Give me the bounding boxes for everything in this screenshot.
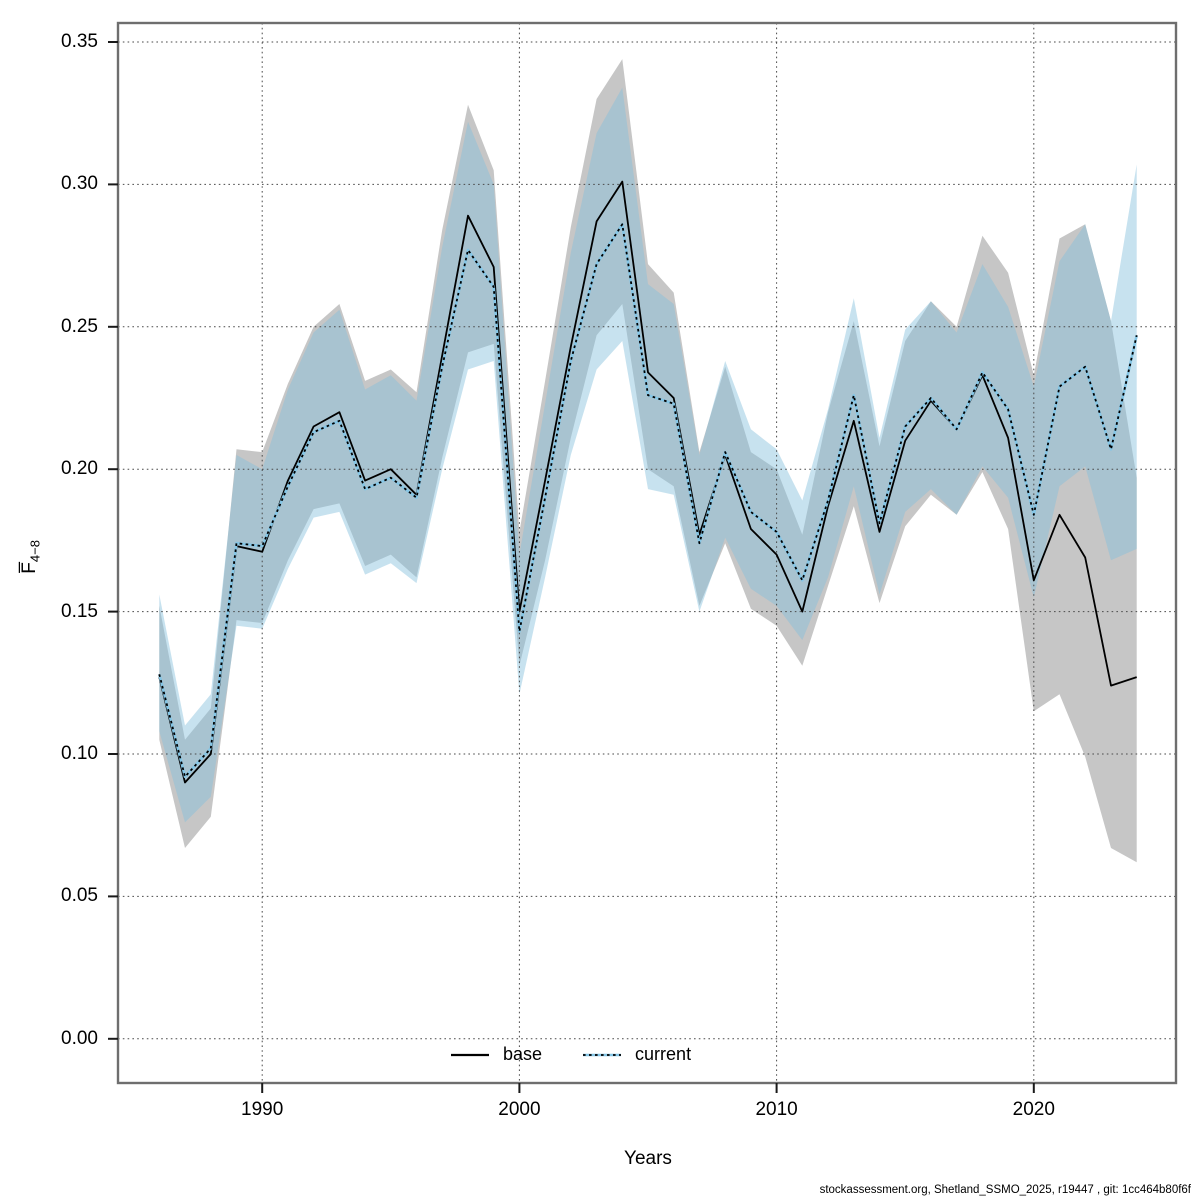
x-tick-label: 2020 <box>1012 1099 1055 1120</box>
legend-item-current: current <box>582 1044 691 1065</box>
current-median-line <box>158 223 1138 778</box>
y-axis-title-subscript: 4−8 <box>27 540 43 563</box>
y-tick-label: 0.20 <box>61 458 98 480</box>
base-confidence-band <box>159 59 1137 863</box>
legend-item-base: base <box>450 1044 542 1065</box>
y-tick-label: 0.35 <box>61 31 98 52</box>
current-line-sample-icon <box>583 1053 622 1056</box>
current-confidence-band <box>159 87 1137 823</box>
base-line-sample-icon <box>451 1053 489 1056</box>
y-axis-title: F̅4−8 <box>19 540 43 574</box>
chart-legend: base current <box>450 1044 691 1065</box>
y-tick-label: 0.10 <box>61 743 98 764</box>
footer-credit: stockassessment.org, Shetland_SSMO_2025,… <box>819 1184 1191 1196</box>
x-axis-title: Years <box>624 1148 672 1169</box>
legend-label-base: base <box>503 1044 543 1064</box>
y-tick-label: 0.30 <box>61 173 98 195</box>
y-axis-title-main: F̅ <box>18 562 40 574</box>
x-tick-label: 2010 <box>755 1099 798 1120</box>
x-tick-label: 2000 <box>498 1099 541 1120</box>
y-tick-label: 0.25 <box>61 315 98 337</box>
y-tick-label: 0.15 <box>61 600 98 622</box>
legend-label-current: current <box>635 1044 692 1064</box>
plot-border <box>116 21 1178 1085</box>
x-tick-label: 1990 <box>241 1099 284 1120</box>
y-tick-label: 0.05 <box>61 885 98 907</box>
y-tick-label: 0.00 <box>61 1027 98 1049</box>
